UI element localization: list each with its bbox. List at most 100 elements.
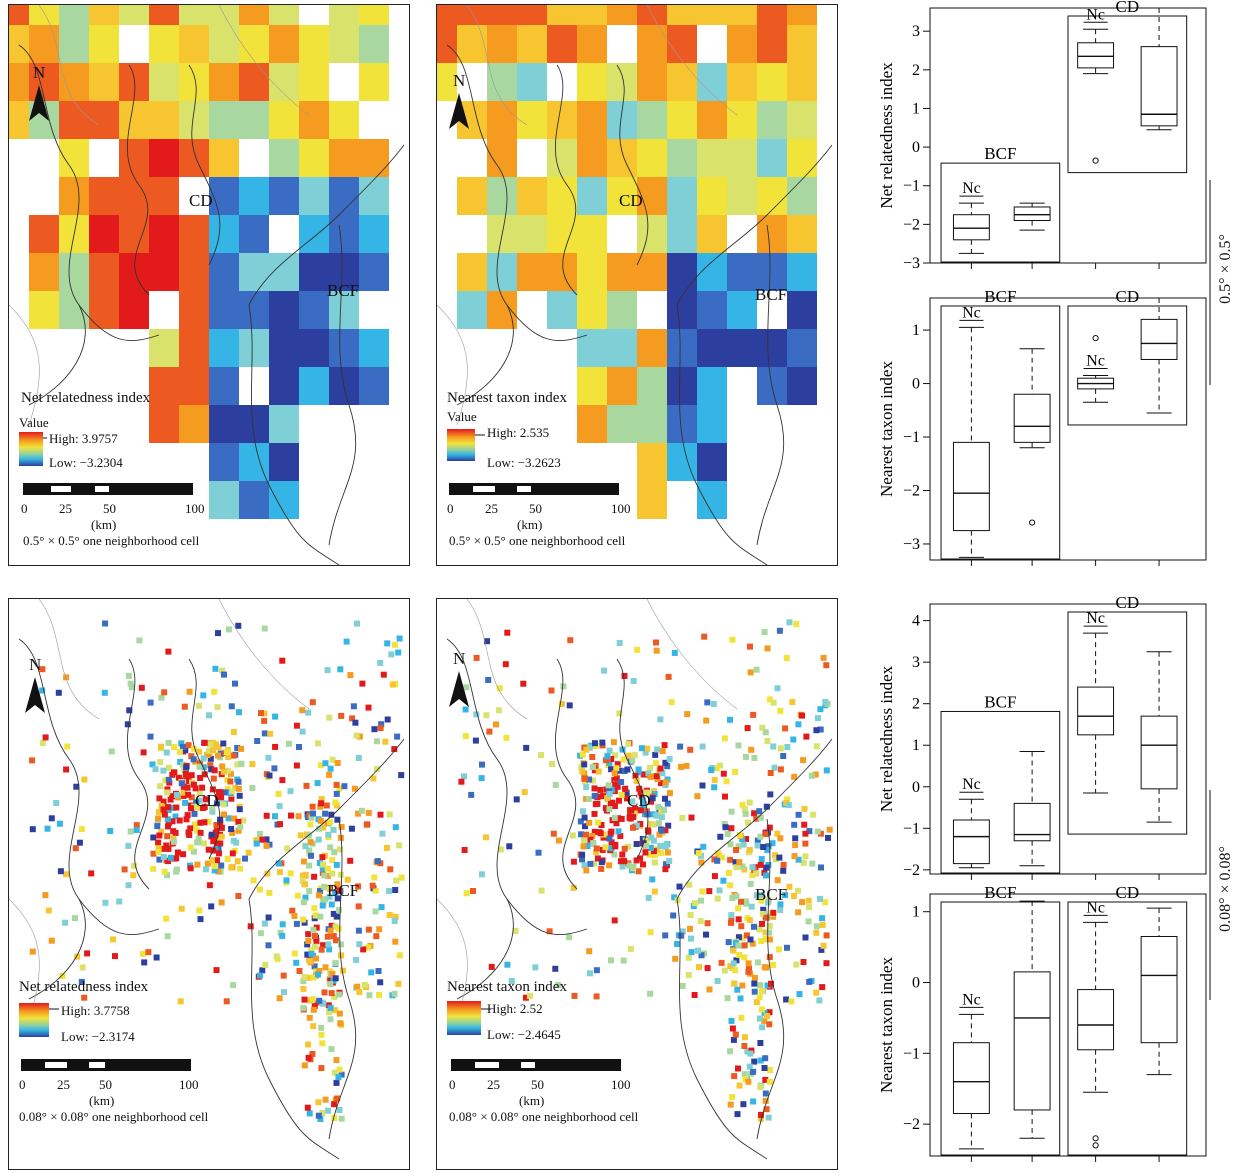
raster-cell — [308, 947, 315, 954]
raster-cell — [751, 810, 758, 817]
raster-cell — [169, 818, 176, 825]
raster-cell — [196, 763, 203, 770]
raster-cell — [727, 101, 757, 139]
raster-cell — [336, 846, 343, 853]
raster-cell — [662, 759, 669, 766]
raster-cell — [734, 986, 741, 993]
raster-cell — [201, 771, 208, 778]
raster-cell — [317, 762, 324, 769]
raster-cell — [165, 858, 172, 865]
nc-label: Nc — [962, 180, 981, 197]
raster-cell — [279, 777, 286, 784]
raster-cell — [179, 25, 209, 63]
raster-cell — [483, 712, 490, 719]
raster-cell — [39, 739, 46, 746]
raster-cell — [767, 770, 774, 776]
raster-cell — [750, 1098, 757, 1105]
raster-cell — [327, 765, 334, 772]
raster-cell — [629, 757, 636, 764]
raster-cell — [535, 849, 542, 856]
raster-cell — [133, 827, 140, 833]
raster-cell — [757, 814, 764, 821]
raster-cell — [741, 1043, 748, 1049]
raster-cell — [164, 816, 171, 823]
raster-cell — [780, 867, 787, 874]
raster-cell — [338, 712, 345, 719]
raster-cell — [653, 647, 660, 654]
raster-cell — [147, 699, 154, 706]
raster-cell — [668, 699, 675, 706]
raster-cell — [608, 845, 615, 852]
raster-cell — [275, 860, 282, 867]
scale-tick-25: 25 — [57, 1077, 70, 1092]
raster-cell — [172, 830, 179, 836]
raster-cell — [577, 63, 607, 101]
raster-cell — [150, 834, 157, 841]
raster-cell — [814, 828, 821, 835]
raster-cell — [631, 752, 638, 759]
raster-cell — [297, 832, 304, 839]
raster-cell — [814, 715, 821, 722]
raster-cell — [179, 291, 209, 329]
raster-cell — [119, 139, 149, 177]
outlier-point — [1029, 519, 1036, 526]
raster-cell — [223, 998, 230, 1005]
raster-cell — [799, 712, 805, 719]
raster-cell — [305, 974, 312, 981]
y-tick-label: −1 — [903, 1045, 920, 1062]
raster-cell — [654, 846, 661, 853]
raster-cell — [9, 5, 29, 25]
raster-cell — [327, 976, 334, 983]
raster-cell — [800, 959, 807, 965]
raster-cell — [602, 805, 609, 812]
boundary-outline — [437, 599, 738, 1020]
raster-cell — [206, 882, 213, 889]
raster-cell — [318, 946, 325, 953]
raster-cell — [225, 815, 232, 822]
raster-cell — [359, 63, 389, 101]
raster-cell — [697, 367, 727, 405]
raster-cell — [613, 775, 620, 782]
raster-cell — [647, 990, 654, 997]
raster-cell — [504, 961, 511, 968]
raster-cell — [337, 1020, 344, 1027]
label-cd: CD — [189, 191, 213, 210]
raster-cell — [647, 845, 654, 851]
raster-cell — [236, 709, 242, 716]
raster-cell — [742, 810, 749, 817]
group-frame-cd — [1067, 611, 1188, 835]
raster-cell — [747, 643, 753, 650]
raster-cell — [242, 855, 248, 862]
raster-cell — [275, 790, 282, 797]
raster-cell — [253, 837, 260, 844]
raster-cell — [733, 893, 740, 900]
raster-cell — [593, 849, 600, 855]
raster-cell — [393, 877, 400, 884]
raster-cell — [679, 983, 686, 989]
coastline-outline — [446, 638, 833, 1160]
box-1 — [1013, 348, 1051, 526]
raster-cell — [757, 177, 787, 215]
raster-cell — [239, 215, 269, 253]
raster-cell — [327, 927, 334, 934]
raster-cell — [202, 866, 209, 873]
raster-cell — [359, 177, 389, 215]
raster-cell — [304, 951, 311, 958]
raster-cell — [156, 809, 162, 816]
raster-cell — [817, 706, 824, 713]
raster-cell — [382, 738, 389, 745]
raster-cell — [315, 1099, 322, 1106]
raster-cell — [228, 703, 235, 710]
raster-cell — [679, 814, 686, 821]
nc-label: Nc — [962, 304, 981, 321]
y-tick-label: −3 — [903, 255, 920, 272]
raster-cell — [812, 771, 819, 778]
raster-cell — [473, 711, 480, 718]
raster-cell — [396, 635, 403, 642]
raster-cell — [149, 177, 179, 215]
raster-cell — [793, 621, 800, 628]
raster-cell — [817, 726, 824, 733]
raster-cell — [616, 710, 623, 717]
raster-cell — [279, 921, 286, 928]
raster-cell — [337, 871, 344, 878]
